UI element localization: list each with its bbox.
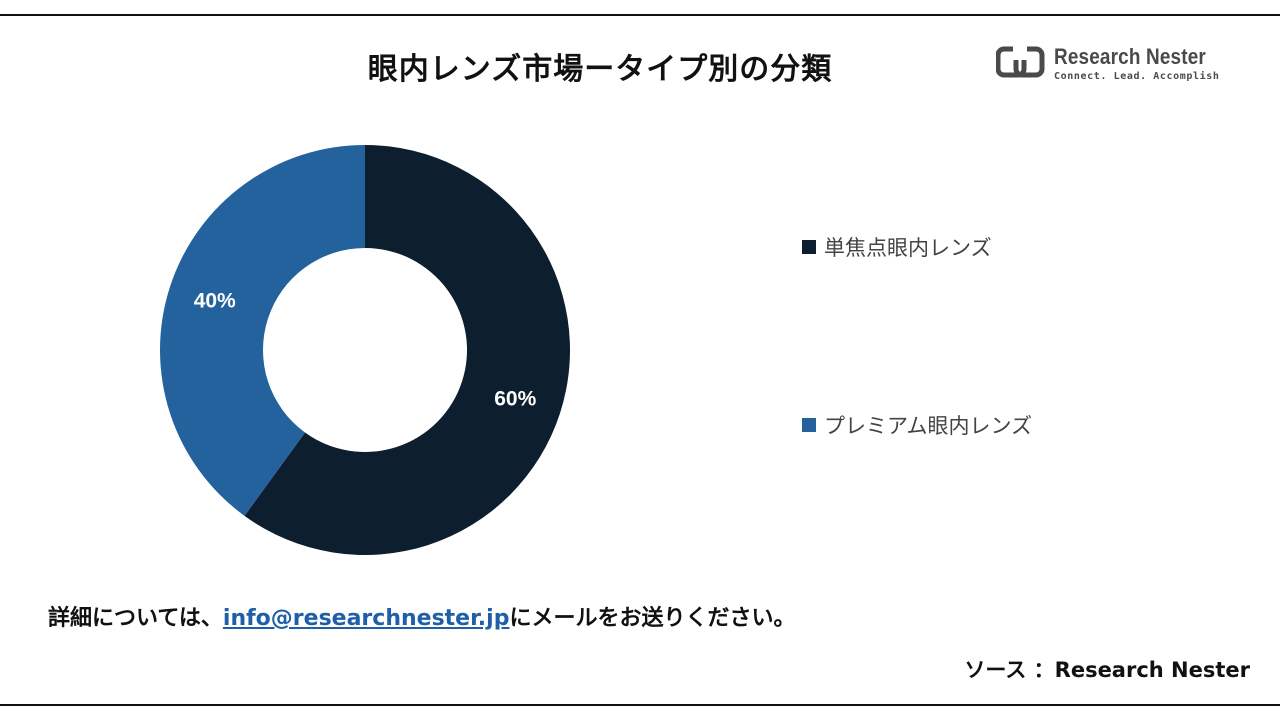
donut-slice-1 — [244, 145, 570, 555]
legend-label-1: 単焦点眼内レンズ — [824, 236, 992, 260]
research-nester-logo: Research Nester Connect. Lead. Accomplis… — [996, 44, 1226, 88]
source-credit: ソース ：Research Nester — [964, 658, 1250, 682]
top-rule — [0, 14, 1280, 16]
legend-swatch-2 — [802, 418, 816, 432]
chart-title: 眼内レンズ市場ータイプ別の分類 — [367, 52, 833, 87]
contact-line: 詳細については、info@researchnester.jpにメールをお送りくだ… — [48, 600, 795, 632]
donut-slice-label-1: 60% — [494, 387, 536, 410]
legend-label-2: プレミアム眼内レンズ — [824, 414, 1033, 438]
legend-item-2: プレミアム眼内レンズ — [802, 410, 1032, 440]
logo-tagline: Connect. Lead. Accomplish — [1054, 71, 1220, 82]
donut-slice-label-2: 40% — [194, 290, 236, 313]
research-nester-logo-icon — [996, 46, 1045, 78]
donut-slice-2 — [159, 145, 365, 516]
contact-prefix: 詳細については、 — [48, 606, 223, 631]
logo-name: Research Nester — [1054, 44, 1206, 69]
legend-swatch-1 — [802, 240, 816, 254]
contact-email-link[interactable]: info@researchnester.jp — [222, 606, 510, 631]
legend-item-1: 単焦点眼内レンズ — [802, 232, 992, 262]
bottom-rule — [0, 704, 1280, 706]
contact-suffix: にメールをお送りください。 — [509, 606, 796, 631]
donut-chart: 60% 40% — [159, 145, 570, 555]
